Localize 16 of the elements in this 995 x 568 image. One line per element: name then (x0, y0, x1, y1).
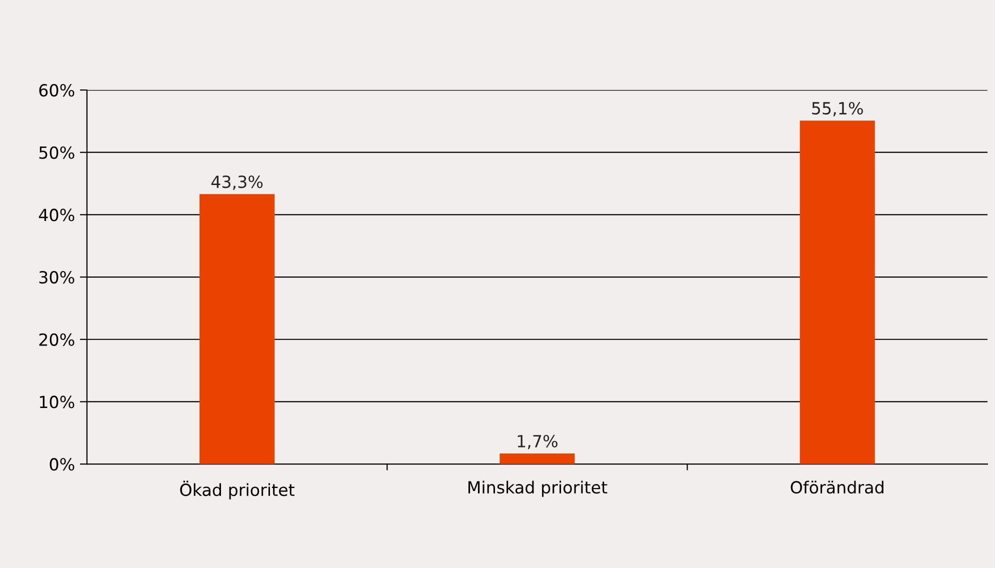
data-label: 55,1% (812, 102, 863, 116)
bar (800, 120, 875, 464)
bar (200, 194, 275, 464)
x-tick-label: Oförändrad (790, 480, 884, 494)
data-label: 1,7% (518, 434, 558, 450)
y-tick-label: 50% (39, 146, 74, 159)
y-tick-label: 20% (39, 333, 74, 346)
y-tick-label: 10% (40, 396, 74, 408)
data-label: 43,3% (211, 176, 263, 190)
bar (500, 453, 575, 464)
y-tick-label: 30% (39, 271, 74, 284)
y-tick-label: 0% (50, 458, 74, 471)
y-tick-label: 60% (39, 84, 74, 97)
y-tick-label: 40% (38, 208, 74, 222)
x-tick-label: Ökad prioritet (180, 480, 294, 500)
x-tick-label: Minskad prioritet (468, 480, 608, 497)
